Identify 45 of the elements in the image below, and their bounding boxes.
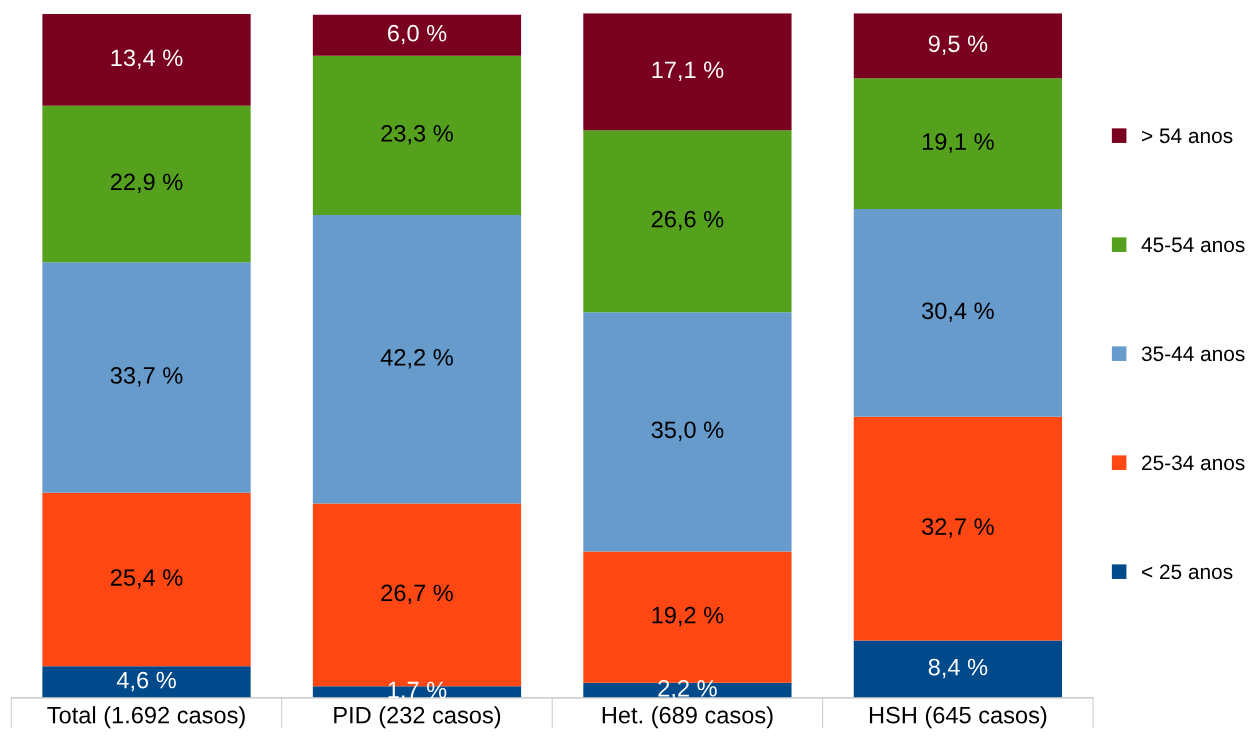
legend-label: < 25 anos: [1142, 564, 1233, 580]
bar: [312, 215, 522, 504]
bar: [853, 13, 1062, 79]
data-label: 2,2 %: [658, 679, 717, 700]
data-label: 9,5 %: [928, 35, 988, 55]
data-label: 1,7 %: [388, 681, 447, 702]
legend-label: 35-44 anos: [1141, 346, 1245, 362]
bar: [42, 666, 251, 698]
x-tick-label: Total (1.692 casos): [47, 706, 245, 729]
data-label: 22,9 %: [110, 173, 183, 194]
data-label: 42,2 %: [380, 348, 453, 369]
bar: [853, 416, 1062, 641]
data-label: 32,7 %: [922, 518, 994, 538]
data-label: 35,0 %: [651, 421, 724, 441]
bar: [312, 14, 522, 56]
data-label: 19,1 %: [922, 133, 994, 153]
data-label: 6,0 %: [387, 24, 447, 45]
bar: [853, 78, 1062, 209]
data-label: 8,4 %: [928, 658, 988, 679]
legend-label: 25-34 anos: [1142, 455, 1245, 471]
data-label: 33,7 %: [110, 367, 183, 387]
bar: [853, 208, 1062, 417]
x-tick-label: HSH (645 casos): [869, 706, 1047, 729]
bar: [853, 640, 1062, 698]
bar: [583, 13, 792, 131]
bar: [583, 130, 792, 313]
data-label: 26,7 %: [381, 584, 453, 605]
bar: [42, 262, 251, 493]
x-tick-label: Het. (689 casos): [602, 706, 773, 729]
bar: [42, 14, 251, 106]
bar: [583, 312, 792, 552]
bar: [312, 55, 522, 216]
data-label: 23,3 %: [381, 125, 453, 145]
legend-label: > 54 anos: [1142, 128, 1233, 144]
data-label: 19,2 %: [652, 606, 724, 627]
x-tick-label: PID (232 casos): [334, 706, 501, 729]
data-label: 4,6 %: [116, 671, 176, 692]
data-label: 17,1 %: [652, 61, 724, 81]
data-label: 30,4 %: [922, 302, 994, 322]
data-label: 25,4 %: [110, 569, 183, 589]
bar: [42, 492, 251, 667]
legend-label: 45-54 anos: [1141, 237, 1245, 253]
data-label: 13,4 %: [111, 49, 183, 69]
bar: [42, 105, 251, 263]
data-label: 26,6 %: [651, 210, 724, 231]
